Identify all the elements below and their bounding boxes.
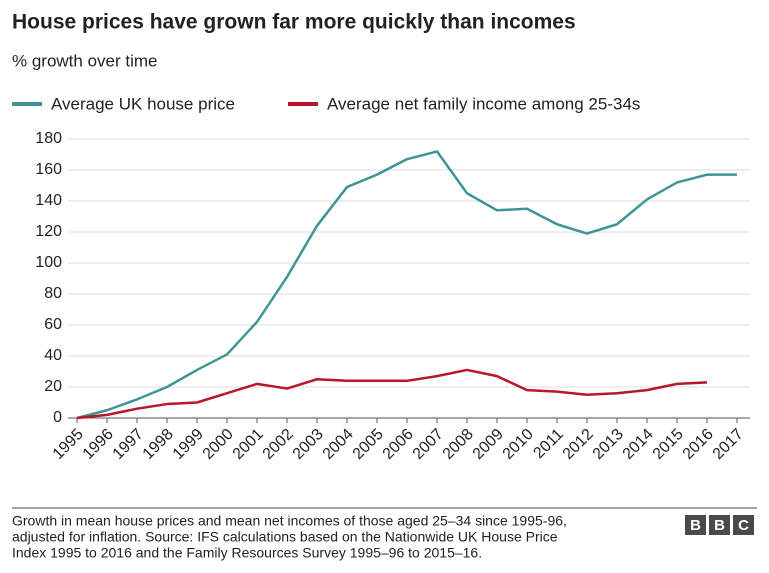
legend-label: Average UK house price [51,94,235,113]
footnote: adjusted for inflation. Source: IFS calc… [12,529,558,545]
x-tick-label: 2002 [260,426,297,463]
x-tick-label: 2010 [500,426,537,463]
y-tick-label: 60 [44,316,62,333]
x-tick-label: 2014 [620,426,657,463]
x-tick-label: 2004 [320,426,357,463]
x-tick-label: 2017 [710,426,747,463]
x-tick-label: 1998 [140,426,177,463]
legend-swatch [12,102,42,106]
series-line [76,368,708,420]
x-tick-label: 2013 [590,426,627,463]
legend-label: Average net family income among 25-34s [327,94,640,113]
x-tick-label: 1996 [80,426,117,463]
x-tick-label: 2003 [290,426,327,463]
y-tick-label: 40 [44,347,62,364]
y-tick-label: 140 [35,192,62,209]
footnote: Growth in mean house prices and mean net… [12,513,567,529]
x-tick-label: 2015 [650,426,687,463]
x-tick-label: 2001 [230,426,267,463]
legend-swatch [288,102,318,106]
y-tick-label: 80 [44,285,62,302]
y-tick-label: 180 [35,130,62,147]
x-tick-label: 2000 [200,426,237,463]
chart-title: House prices have grown far more quickly… [12,11,576,34]
y-tick-label: 120 [35,223,62,240]
logo-box [709,515,730,535]
x-tick-label: 2016 [680,426,717,463]
series-line [76,150,737,420]
y-tick-label: 20 [44,378,62,395]
x-tick-label: 2011 [530,426,566,462]
logo-letter: B [690,517,701,534]
logo-box [685,515,706,535]
x-tick-label: 2007 [410,426,447,463]
x-tick-label: 2009 [470,426,507,463]
y-tick-label: 0 [53,409,62,426]
x-tick-label: 2005 [350,426,387,463]
y-tick-label: 160 [35,161,62,178]
logo-box [733,515,754,535]
logo-letter: C [738,517,749,534]
logo-letter: B [714,517,725,534]
x-tick-label: 1999 [170,426,207,463]
x-tick-label: 2008 [440,426,477,463]
x-tick-label: 1997 [110,426,147,463]
x-tick-label: 2006 [380,426,417,463]
footnote: Index 1995 to 2016 and the Family Resour… [12,545,482,561]
y-tick-label: 100 [35,254,62,271]
x-tick-label: 2012 [560,426,597,463]
x-tick-label: 1995 [50,426,87,463]
chart-subtitle: % growth over time [12,51,158,70]
